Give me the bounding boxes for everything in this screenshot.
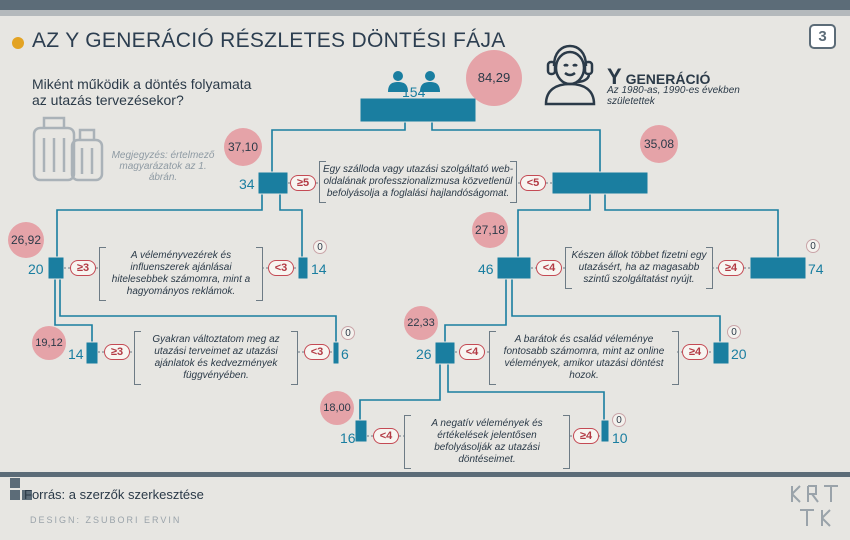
node-count: 14: [311, 261, 327, 277]
top-bar-light: [0, 10, 850, 16]
note-text: Megjegyzés: értelmező magyarázatok az 1.…: [111, 150, 215, 183]
node-l3-left: [85, 341, 99, 365]
score-bubble: 84,29: [466, 50, 522, 106]
source-text: Forrás: a szerzők szerkesztése: [24, 487, 204, 502]
node-l1-left: [257, 171, 289, 195]
score-bubble: 27,18: [472, 212, 508, 248]
generation-subtitle: Az 1980-as, 1990-es években születettek: [607, 85, 740, 107]
zero-score: 0: [806, 239, 820, 253]
node-count: 20: [28, 261, 44, 277]
node-r4-right: [600, 419, 610, 443]
threshold-pill: <4: [536, 260, 562, 276]
threshold-pill: <4: [373, 428, 399, 444]
condition-text: A véleményvezérek és influenszerek ajánl…: [99, 247, 263, 301]
node-count: 6: [341, 346, 349, 362]
design-credit: DESIGN: ZSUBORI ERVIN: [30, 515, 182, 525]
footer-bar: [0, 472, 850, 477]
condition-text: A barátok és család véleménye fontosabb …: [489, 331, 679, 385]
node-count: 120: [619, 176, 643, 192]
intro-question: Miként működik a döntés folyamata az uta…: [32, 76, 252, 108]
node-count: 10: [612, 430, 628, 446]
threshold-pill: ≥4: [573, 428, 599, 444]
title-bullet: [12, 37, 24, 49]
node-l2-left-r: [297, 256, 309, 280]
top-bar: [0, 0, 850, 10]
node-count: 14: [68, 346, 84, 362]
score-bubble: 18,00: [320, 391, 354, 425]
threshold-pill: <3: [304, 344, 330, 360]
people-icon: [388, 71, 440, 92]
threshold-pill: ≥3: [70, 260, 96, 276]
node-root: [359, 97, 477, 123]
node-r3-left: [434, 341, 456, 365]
threshold-pill: ≥4: [718, 260, 744, 276]
score-bubble: 19,12: [32, 326, 66, 360]
node-r3-right: [712, 341, 730, 365]
generation-title: Y GENERÁCIÓ: [607, 64, 711, 89]
score-bubble: 37,10: [224, 128, 262, 166]
condition-text: A negatív vélemények és értékelések jele…: [404, 415, 570, 469]
page-number-badge: 3: [809, 24, 836, 49]
node-count: 20: [731, 346, 747, 362]
threshold-pill: ≥3: [104, 344, 130, 360]
score-bubble: 26,92: [8, 222, 44, 258]
node-r2-right: [749, 256, 807, 280]
condition-text: Egy szálloda vagy utazási szolgáltató we…: [319, 161, 517, 203]
krtk-logo: [791, 485, 838, 527]
node-count: 46: [478, 261, 494, 277]
score-bubble: 22,33: [404, 306, 438, 340]
suitcase-icon: [32, 116, 104, 182]
node-count: 16: [340, 430, 356, 446]
node-count: 74: [808, 261, 824, 277]
condition-text: Készen állok többet fizetni egy utazásér…: [565, 247, 713, 289]
threshold-pill: <3: [268, 260, 294, 276]
node-l2-left: [47, 256, 65, 280]
page-title: AZ Y GENERÁCIÓ RÉSZLETES DÖNTÉSI FÁJA: [32, 29, 506, 52]
node-r2-left: [496, 256, 532, 280]
node-l3-left-r: [332, 341, 340, 365]
threshold-pill: ≥4: [682, 344, 708, 360]
node-count: 26: [416, 346, 432, 362]
threshold-pill: <5: [520, 175, 546, 191]
grid-squares-icon: [10, 478, 32, 500]
person-headset-icon: [544, 44, 596, 106]
zero-score: 0: [341, 326, 355, 340]
zero-score: 0: [313, 240, 327, 254]
score-bubble: 35,08: [640, 125, 678, 163]
zero-score: 0: [612, 413, 626, 427]
zero-score: 0: [727, 325, 741, 339]
node-count: 34: [239, 176, 255, 192]
threshold-pill: <4: [459, 344, 485, 360]
threshold-pill: ≥5: [290, 175, 316, 191]
condition-text: Gyakran változtatom meg az utazási terve…: [134, 331, 298, 385]
node-r4-left: [354, 419, 368, 443]
node-count: 154: [402, 84, 426, 100]
